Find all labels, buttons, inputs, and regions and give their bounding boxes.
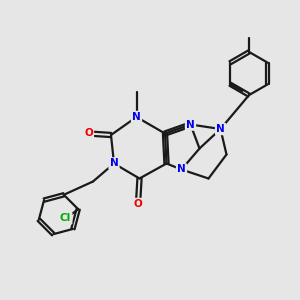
Text: N: N (186, 119, 195, 130)
Text: O: O (84, 128, 93, 139)
Text: N: N (177, 164, 186, 175)
Text: O: O (134, 199, 142, 209)
Text: N: N (216, 124, 225, 134)
Text: Cl: Cl (60, 213, 71, 223)
Text: N: N (132, 112, 141, 122)
Text: N: N (110, 158, 118, 169)
